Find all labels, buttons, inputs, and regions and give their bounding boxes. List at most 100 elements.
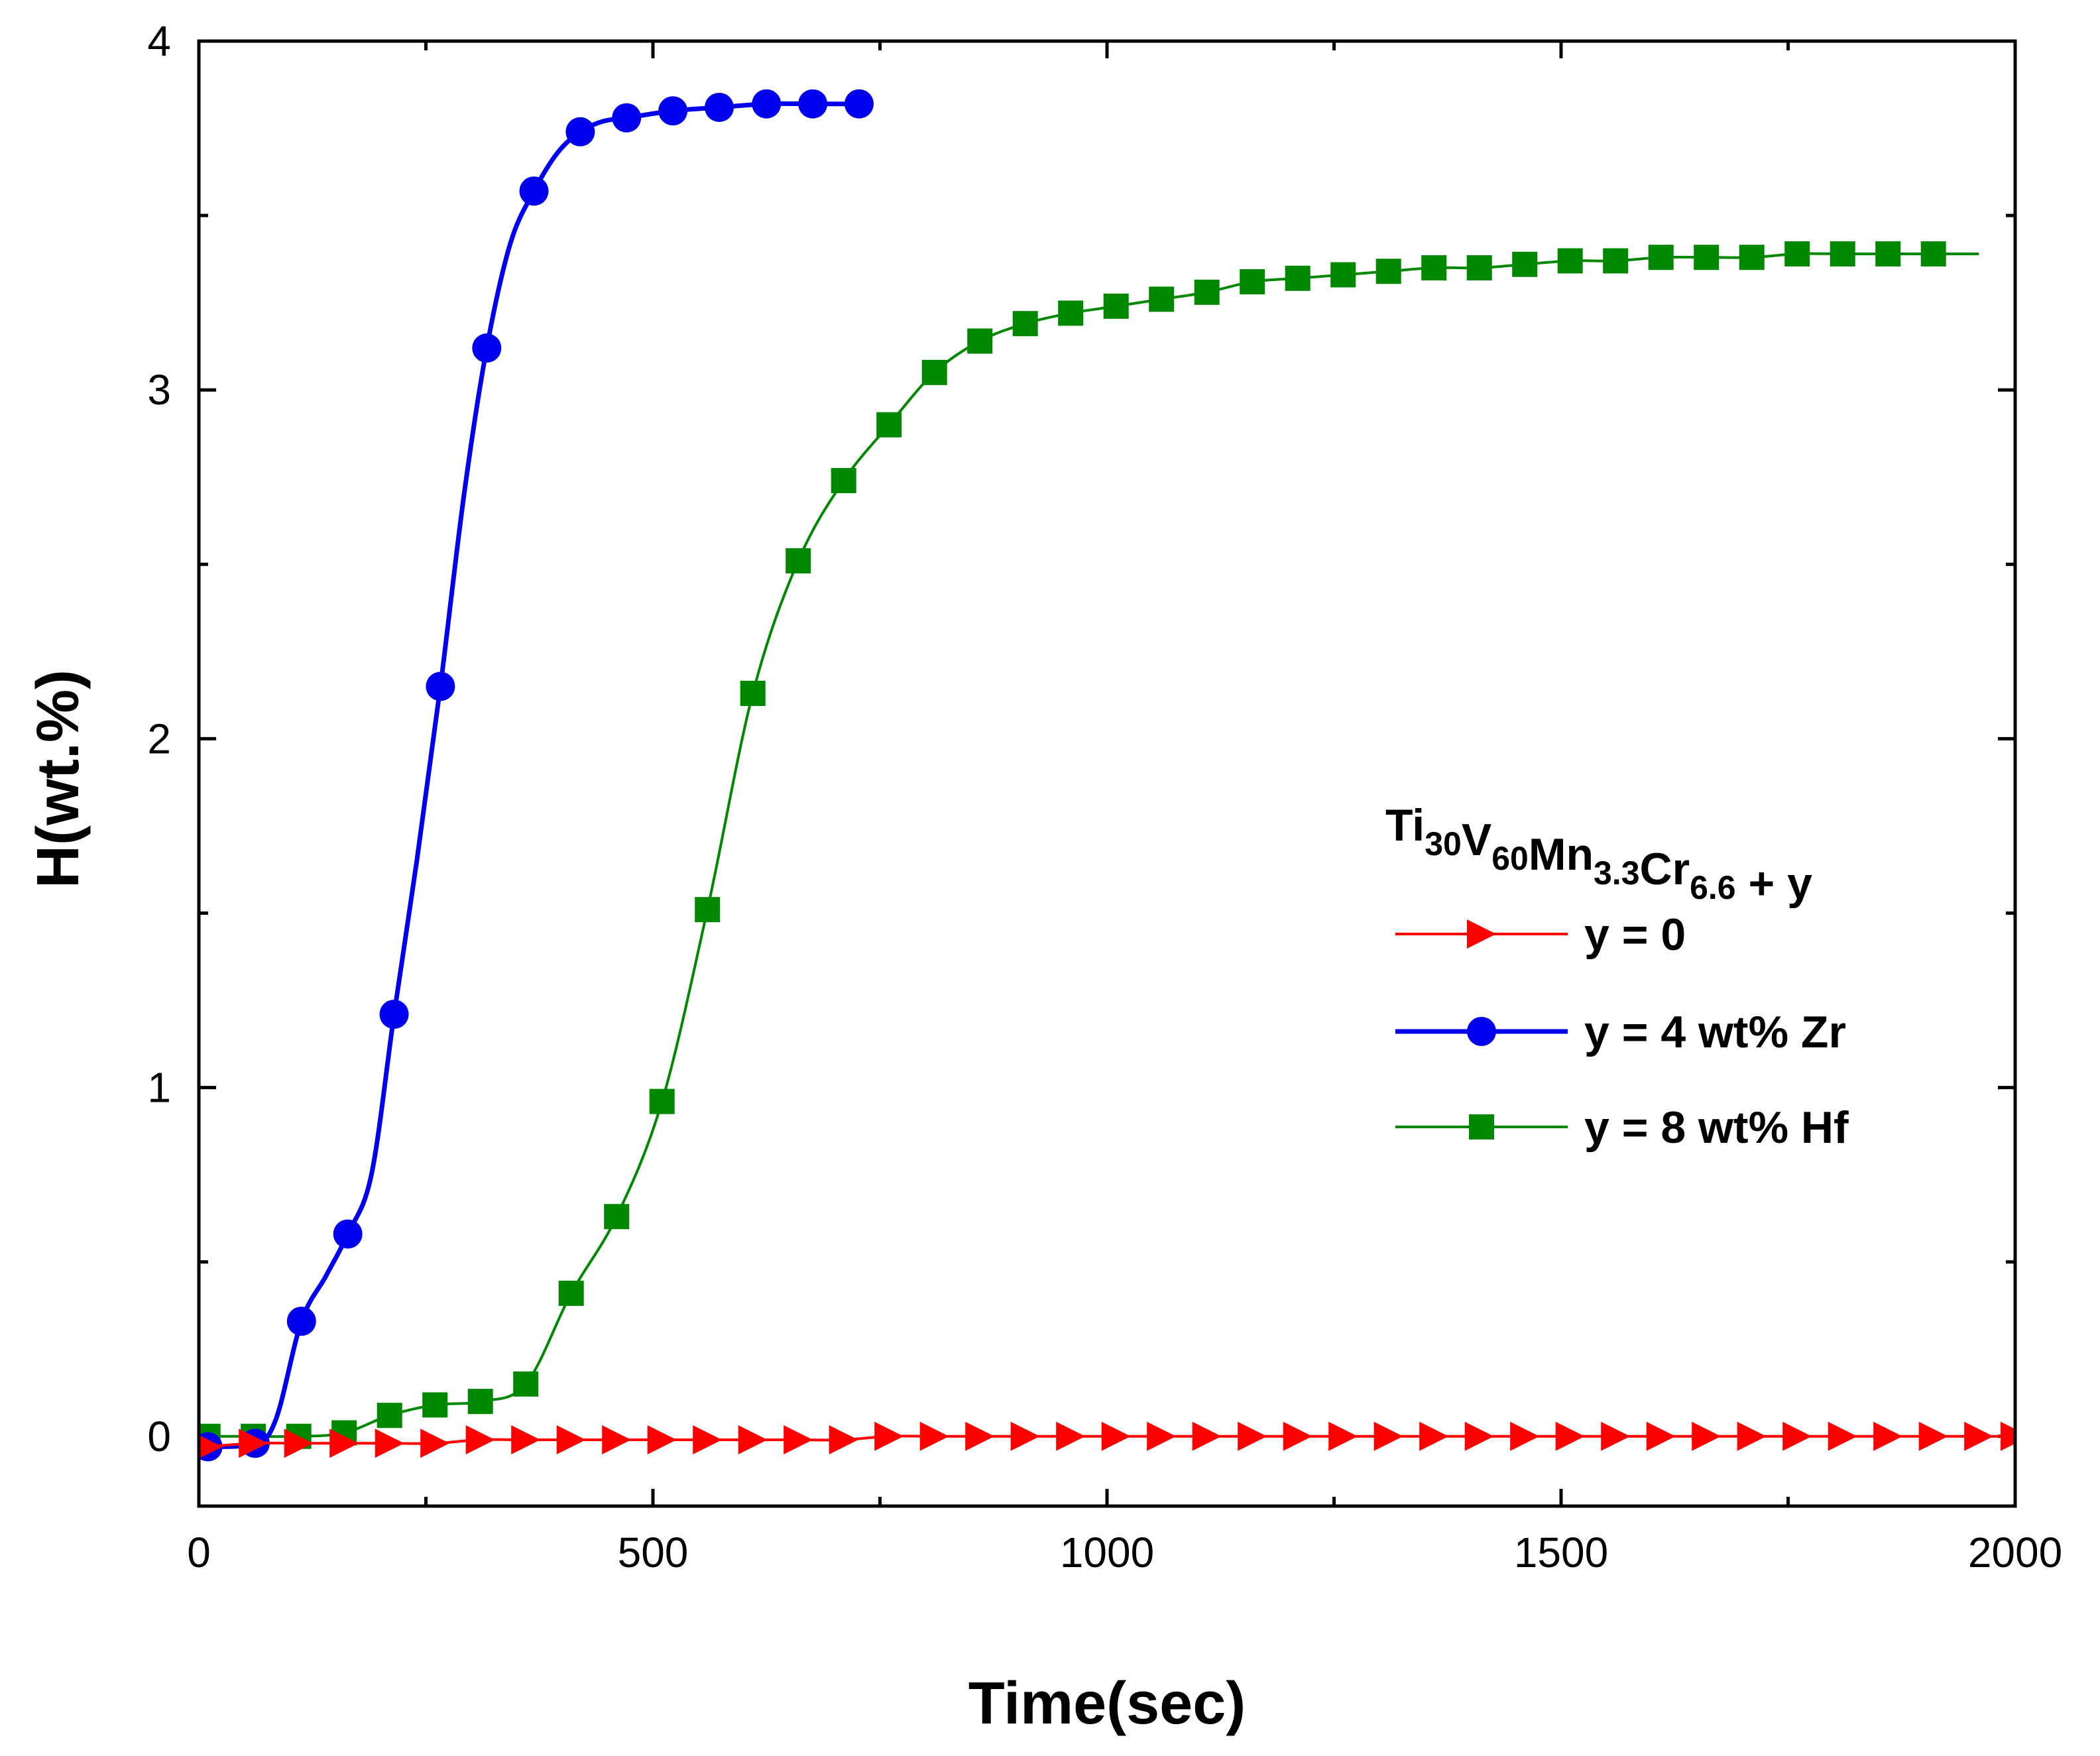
data-point (1238, 1421, 1267, 1451)
data-point (511, 1425, 541, 1455)
x-tick-label: 1500 (1514, 1529, 1608, 1576)
data-point (1830, 241, 1855, 266)
data-point (1101, 1421, 1131, 1451)
data-point (967, 328, 993, 354)
data-point (556, 1425, 586, 1455)
legend-title-subscript: 3.3 (1594, 854, 1640, 892)
legend-item-y-8-wt-hf: y = 8 wt% Hf (1395, 1102, 1849, 1153)
data-point (1510, 1421, 1540, 1451)
legend-marker (1467, 1017, 1496, 1046)
legend-label: y = 4 wt% Zr (1584, 1007, 1846, 1057)
plot-frame (197, 39, 2017, 1508)
legend-title-subscript: 6.6 (1690, 869, 1736, 906)
data-point (1828, 1421, 1857, 1451)
data-point (921, 359, 947, 385)
data-point (1466, 255, 1492, 281)
y-tick-label: 2 (147, 715, 171, 762)
data-point (1010, 1421, 1040, 1451)
data-point (199, 1434, 223, 1459)
x-tick-label: 1000 (1060, 1529, 1154, 1576)
data-point (786, 548, 811, 574)
data-point (1012, 311, 1038, 337)
data-point (658, 96, 688, 126)
legend-marker (1467, 919, 1496, 949)
data-point (422, 1392, 448, 1418)
data-point (467, 1389, 493, 1415)
data-point (239, 1429, 268, 1458)
data-point (1918, 1421, 1948, 1451)
data-point (602, 1425, 632, 1455)
data-point (647, 1425, 677, 1455)
data-point (876, 412, 902, 438)
y-tick-label: 3 (147, 366, 171, 414)
data-point (829, 1425, 858, 1455)
data-point (375, 1429, 404, 1458)
data-point (284, 1429, 314, 1458)
data-point (1375, 259, 1401, 284)
data-point (1512, 251, 1538, 277)
data-point (1875, 241, 1901, 266)
data-point (831, 468, 856, 493)
data-point (1328, 1421, 1358, 1451)
series-y-0 (199, 1421, 2015, 1459)
data-point (1056, 1421, 1086, 1451)
data-point (1782, 1421, 1812, 1451)
data-point (465, 1425, 495, 1455)
data-point (426, 672, 455, 701)
data-point (1920, 241, 1946, 266)
data-point (705, 92, 734, 122)
data-point (874, 1421, 904, 1451)
data-point (1240, 269, 1265, 295)
data-point (1149, 286, 1175, 312)
x-tick-label: 2000 (1968, 1529, 2062, 1576)
legend-item-y-4-wt-zr: y = 4 wt% Zr (1395, 1007, 1846, 1057)
y-tick-label: 4 (147, 17, 171, 65)
data-point (1058, 300, 1084, 326)
y-tick-label: 0 (147, 1413, 171, 1460)
data-point (604, 1204, 630, 1230)
y-axis-title: H(wt.%) (25, 670, 91, 888)
legend-item-y-0: y = 0 (1395, 909, 1686, 960)
data-point (420, 1429, 450, 1458)
data-point (740, 680, 766, 706)
data-point (1285, 265, 1311, 291)
axis-tick-labels: 0 500 1000 1500 2000 0 1 2 3 4 (147, 17, 2062, 1576)
data-point (784, 1425, 813, 1455)
data-point (1555, 1421, 1585, 1451)
data-point (1646, 1421, 1676, 1451)
data-point (379, 1000, 409, 1029)
data-point (1192, 1421, 1222, 1451)
data-point (798, 89, 828, 119)
data-point (844, 89, 874, 119)
data-point (513, 1371, 539, 1397)
data-point (752, 89, 782, 119)
data-point (649, 1088, 675, 1114)
data-point (1964, 1421, 1994, 1451)
data-point (1373, 1421, 1403, 1451)
data-point (558, 1281, 584, 1307)
data-point (1603, 248, 1629, 274)
data-point (695, 897, 721, 923)
data-point (333, 1219, 363, 1249)
legend-title-part: V (1462, 815, 1491, 865)
data-point (1283, 1421, 1312, 1451)
legend: Ti30V60Mn3.3Cr6.6 + y y = 0 y = 4 wt% Zr y… (1385, 800, 1849, 1153)
legend-title-subscript: 60 (1491, 840, 1529, 877)
legend-title-part: Mn (1529, 829, 1594, 880)
data-point (1648, 245, 1674, 270)
legend-title-part: + y (1736, 858, 1812, 909)
data-point (965, 1421, 995, 1451)
data-point (738, 1425, 768, 1455)
data-point (2001, 1421, 2015, 1451)
data-point (1103, 293, 1129, 319)
data-point (919, 1421, 949, 1451)
data-point (1737, 1421, 1767, 1451)
legend-title-subscript: 30 (1425, 825, 1462, 862)
x-tick-label: 500 (618, 1529, 689, 1576)
legend-marker (1469, 1114, 1494, 1140)
data-point (1147, 1421, 1177, 1451)
data-point (1464, 1421, 1494, 1451)
legend-title: Ti30V60Mn3.3Cr6.6 + y (1385, 800, 1812, 909)
data-point (1419, 1421, 1449, 1451)
